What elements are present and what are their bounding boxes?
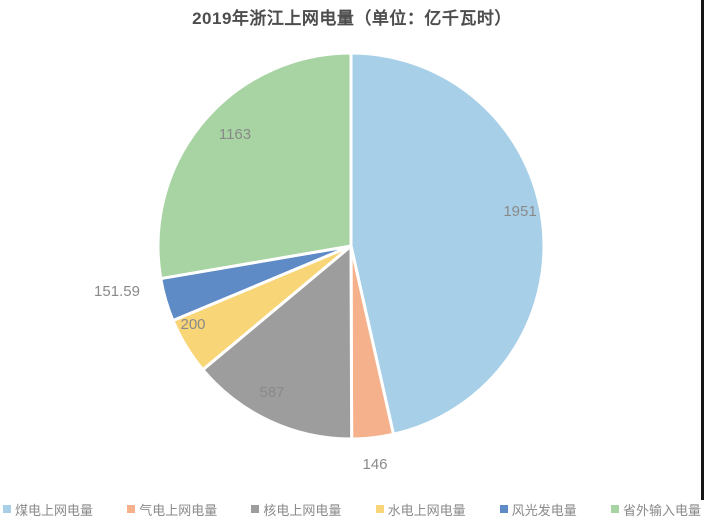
legend-label-nuclear: 核电上网电量 bbox=[263, 502, 342, 518]
chart-title: 2019年浙江上网电量（单位：亿千瓦时） bbox=[192, 9, 512, 28]
legend-item-coal[interactable]: 煤电上网电量 bbox=[3, 500, 93, 519]
legend-label-external-input: 省外输入电量 bbox=[622, 502, 701, 518]
legend-item-wind-solar[interactable]: 风光发电量 bbox=[499, 500, 577, 519]
window-right-border bbox=[701, 0, 704, 500]
slice-value-label-wind-solar: 151.59 bbox=[94, 283, 140, 300]
legend-item-hydro[interactable]: 水电上网电量 bbox=[375, 500, 466, 519]
legend-label-gas: 气电上网电量 bbox=[139, 502, 218, 518]
legend-label-coal: 煤电上网电量 bbox=[15, 502, 94, 518]
pie-slice-coal[interactable] bbox=[349, 51, 546, 436]
legend-label-wind-solar: 风光发电量 bbox=[511, 502, 577, 518]
slice-value-label-gas: 146 bbox=[362, 456, 387, 473]
slice-value-label-coal: 1951 bbox=[503, 203, 536, 220]
legend-swatch-nuclear bbox=[251, 505, 260, 513]
legend-swatch-wind-solar bbox=[499, 505, 508, 513]
legend-label-hydro: 水电上网电量 bbox=[387, 502, 466, 518]
legend-item-external-input[interactable]: 省外输入电量 bbox=[610, 500, 701, 519]
legend-item-gas[interactable]: 气电上网电量 bbox=[127, 500, 217, 519]
pie-slice-nuclear[interactable] bbox=[201, 244, 354, 441]
slice-value-label-external-input: 1163 bbox=[219, 126, 251, 143]
chart-legend: 煤电上网电量 气电上网电量 核电上网电量 水电上网电量 风光发电量 省外输入电量 bbox=[0, 498, 704, 520]
legend-swatch-coal bbox=[3, 505, 11, 513]
legend-item-nuclear[interactable]: 核电上网电量 bbox=[251, 500, 341, 519]
legend-swatch-hydro bbox=[375, 505, 384, 513]
slice-value-label-nuclear: 587 bbox=[259, 384, 284, 401]
slice-value-label-hydro: 200 bbox=[180, 316, 205, 333]
pie-slice-external-input[interactable] bbox=[156, 51, 353, 281]
legend-swatch-external-input bbox=[610, 505, 619, 513]
legend-swatch-gas bbox=[127, 505, 136, 513]
